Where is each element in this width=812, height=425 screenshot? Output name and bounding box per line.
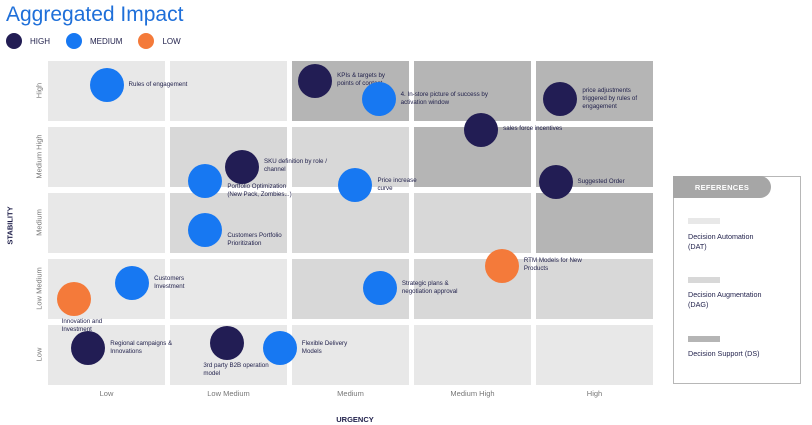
- impact-bubble-label: Price increase curve: [377, 176, 417, 192]
- impact-bubble: [464, 112, 499, 147]
- x-tick-label: Medium: [337, 389, 364, 398]
- matrix-cell: [536, 325, 653, 385]
- impact-bubble-label: 4. In-store picture of success by activa…: [400, 90, 488, 106]
- matrix-cell: [48, 193, 165, 253]
- ref-swatch-dag: [688, 277, 720, 283]
- references-header: REFERENCES: [673, 176, 771, 198]
- matrix-cell: [414, 325, 531, 385]
- matrix-cell: [48, 127, 165, 187]
- impact-bubble-label: price adjustments triggered by rules of …: [582, 86, 638, 110]
- impact-bubble-label: Rules of engagement: [128, 80, 188, 88]
- matrix-cell: [536, 193, 653, 253]
- matrix-cell: [536, 259, 653, 319]
- ref-swatch-ds: [688, 336, 720, 342]
- impact-bubble-label: Flexible Delivery Models: [301, 339, 348, 355]
- impact-bubble: [224, 149, 259, 184]
- matrix-cell: [292, 193, 409, 253]
- impact-bubble-label: 3rd party B2B operation model: [203, 361, 269, 377]
- impact-bubble: [210, 325, 245, 360]
- ref-swatch-dat: [688, 218, 720, 224]
- impact-bubble-label: RTM Models for New Products: [523, 257, 582, 273]
- matrix-cell: [292, 325, 409, 385]
- impact-bubble-label: sales force incentives: [503, 125, 563, 133]
- legend-item-medium: MEDIUM: [66, 33, 122, 49]
- ref-label-dat: Decision Automation (DAT): [688, 232, 754, 251]
- matrix-cell: [414, 61, 531, 121]
- legend-label-medium: MEDIUM: [90, 36, 123, 46]
- impact-bubble: [484, 248, 519, 283]
- legend-item-high: HIGH: [6, 33, 50, 49]
- impact-bubble-label: Customers Portfolio Prioritization: [227, 231, 282, 248]
- impact-bubble: [115, 266, 150, 301]
- ref-label-ds: Decision Support (DS): [688, 349, 760, 358]
- impact-bubble: [298, 63, 333, 98]
- x-tick-label: Medium High: [450, 389, 495, 398]
- matrix-cell: [48, 325, 165, 385]
- legend-dot-medium: [66, 33, 82, 49]
- x-tick-label: High: [586, 389, 603, 398]
- impact-bubble-label: Innovation and Investment: [61, 318, 103, 334]
- page-title: Aggregated Impact: [6, 3, 184, 26]
- impact-bubble: [56, 282, 91, 317]
- x-tick-label: Low Medium: [207, 389, 250, 398]
- impact-bubble: [71, 331, 106, 366]
- impact-legend: HIGH MEDIUM LOW: [6, 33, 197, 49]
- x-axis-title: URGENCY: [336, 415, 374, 424]
- legend-dot-low: [138, 33, 155, 49]
- y-tick-label: Medium: [34, 209, 44, 236]
- y-tick-label: Low: [34, 347, 44, 362]
- matrix-cell: [170, 61, 287, 121]
- legend-label-low: LOW: [162, 36, 181, 46]
- impact-bubble: [361, 82, 396, 117]
- ref-label-dag: Decision Augmentation (DAG): [688, 290, 762, 309]
- y-tick-label: Medium High: [34, 134, 44, 179]
- impact-bubble-label: SKU definition by role / channel: [263, 158, 327, 174]
- legend-label-high: HIGH: [30, 36, 50, 46]
- impact-bubble-label: Portfolio Optimization (New Pack, Zombie…: [227, 183, 292, 199]
- y-axis-title: STABILITY: [5, 206, 15, 245]
- impact-bubble: [338, 168, 373, 203]
- matrix-cell: [170, 259, 287, 319]
- impact-bubble-label: Customers Investment: [154, 275, 185, 291]
- impact-bubble-label: Suggested Order: [577, 178, 625, 186]
- impact-bubble: [188, 164, 223, 199]
- matrix-cell: [414, 193, 531, 253]
- y-tick-label: High: [34, 82, 44, 99]
- impact-bubble-label: Strategic plans & negotiation approval: [401, 279, 458, 295]
- x-tick-label: Low: [99, 389, 114, 398]
- legend-dot-high: [6, 33, 22, 49]
- impact-bubble: [188, 212, 223, 247]
- impact-bubble: [538, 165, 573, 200]
- y-tick-label: Low Medium: [34, 267, 44, 310]
- impact-bubble: [362, 271, 397, 306]
- impact-bubble: [89, 67, 124, 102]
- impact-bubble-label: Regional campaigns & Innovations: [110, 339, 173, 355]
- legend-item-low: LOW: [138, 33, 181, 49]
- impact-bubble: [262, 331, 297, 366]
- impact-bubble: [543, 82, 578, 117]
